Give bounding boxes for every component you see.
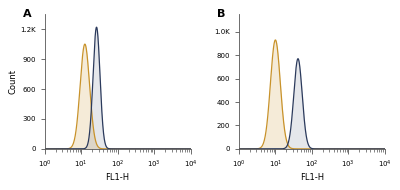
Y-axis label: Count: Count bbox=[8, 69, 17, 94]
X-axis label: FL1-H: FL1-H bbox=[300, 173, 324, 182]
X-axis label: FL1-H: FL1-H bbox=[106, 173, 130, 182]
Text: A: A bbox=[23, 9, 32, 19]
Text: B: B bbox=[217, 9, 226, 19]
